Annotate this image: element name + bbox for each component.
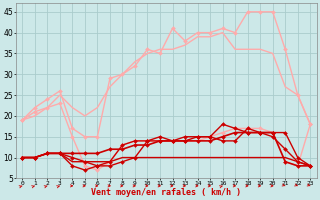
X-axis label: Vent moyen/en rafales ( km/h ): Vent moyen/en rafales ( km/h )	[91, 188, 241, 197]
